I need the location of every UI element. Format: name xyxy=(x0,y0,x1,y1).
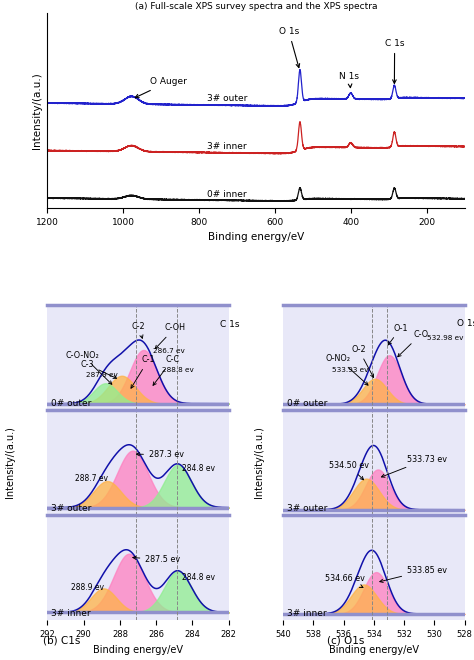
Title: (a) Full-scale XPS survey spectra and the XPS spectra: (a) Full-scale XPS survey spectra and th… xyxy=(135,2,377,11)
Text: C 1s: C 1s xyxy=(385,39,404,83)
Text: C-3: C-3 xyxy=(80,360,117,378)
Text: 288.7 ev: 288.7 ev xyxy=(74,475,108,483)
Text: 3# inner: 3# inner xyxy=(51,609,91,618)
Text: 287.3 ev: 287.3 ev xyxy=(137,450,184,459)
Text: Intensity/(a.u.): Intensity/(a.u.) xyxy=(254,426,264,498)
X-axis label: Binding energy/eV: Binding energy/eV xyxy=(208,232,304,242)
Text: 3# outer: 3# outer xyxy=(51,504,91,513)
Text: 534.66 ev: 534.66 ev xyxy=(326,574,365,587)
Text: O 1s: O 1s xyxy=(279,27,300,67)
Text: C-OH: C-OH xyxy=(155,323,185,348)
Text: O-2: O-2 xyxy=(351,345,374,378)
Text: Intensity/(a.u.): Intensity/(a.u.) xyxy=(5,426,15,498)
Text: O-NO₂: O-NO₂ xyxy=(326,354,368,385)
Text: O Auger: O Auger xyxy=(135,77,187,98)
Text: C 1s: C 1s xyxy=(219,320,239,329)
Text: 287.5 ev: 287.5 ev xyxy=(133,555,181,564)
Text: 3# outer: 3# outer xyxy=(287,504,327,513)
Text: 533.93 ev: 533.93 ev xyxy=(331,367,368,373)
Text: C-C: C-C xyxy=(153,355,179,385)
Text: C-2: C-2 xyxy=(132,321,146,339)
X-axis label: Binding energy/eV: Binding energy/eV xyxy=(93,645,183,655)
Text: 534.50 ev: 534.50 ev xyxy=(328,461,368,480)
Text: (b) C1s: (b) C1s xyxy=(43,636,80,645)
Text: 533.85 ev: 533.85 ev xyxy=(380,566,447,583)
Y-axis label: Intensity/(a.u.): Intensity/(a.u.) xyxy=(32,72,42,149)
Text: C-O: C-O xyxy=(398,330,428,357)
Text: 532.98 ev: 532.98 ev xyxy=(427,335,463,341)
Text: 0# outer: 0# outer xyxy=(51,399,91,408)
Text: O-1: O-1 xyxy=(388,323,408,345)
Text: 3# outer: 3# outer xyxy=(207,94,247,103)
X-axis label: Binding energy/eV: Binding energy/eV xyxy=(329,645,419,655)
Text: (c) O1s: (c) O1s xyxy=(328,636,365,645)
Text: 3# inner: 3# inner xyxy=(207,142,246,150)
Text: 286.7 ev: 286.7 ev xyxy=(153,348,184,354)
Text: O 1s: O 1s xyxy=(457,319,474,328)
Text: 0# inner: 0# inner xyxy=(207,190,246,199)
Text: 3# inner: 3# inner xyxy=(287,609,327,618)
Text: 288.9 ev: 288.9 ev xyxy=(71,583,104,592)
Text: 288.8 ev: 288.8 ev xyxy=(162,367,193,373)
Text: C-1: C-1 xyxy=(131,355,155,388)
Text: 284.8 ev: 284.8 ev xyxy=(182,464,215,473)
Text: 284.8 ev: 284.8 ev xyxy=(182,573,215,582)
Text: N 1s: N 1s xyxy=(339,71,359,88)
Text: 533.73 ev: 533.73 ev xyxy=(382,455,447,477)
Text: C-O-NO₂: C-O-NO₂ xyxy=(65,351,112,384)
Text: 287.9 ev: 287.9 ev xyxy=(86,372,118,378)
Text: 0# outer: 0# outer xyxy=(287,399,327,408)
